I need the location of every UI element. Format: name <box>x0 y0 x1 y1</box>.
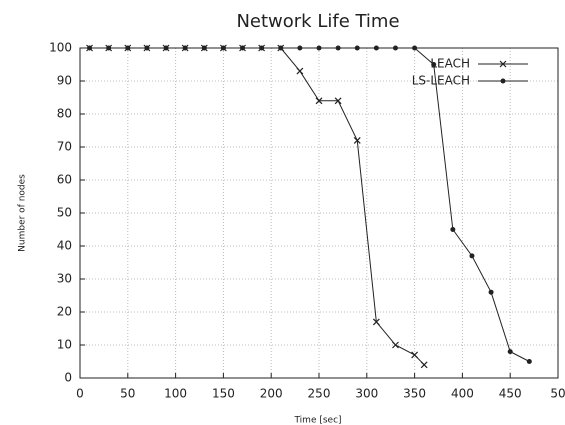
marker <box>240 45 246 51</box>
marker <box>431 62 437 67</box>
marker <box>392 341 399 349</box>
marker <box>392 45 398 51</box>
y-tick-label: 90 <box>57 74 72 88</box>
marker <box>499 60 507 68</box>
x-tick-label: 0 <box>76 387 84 401</box>
y-tick-label: 60 <box>57 173 72 187</box>
marker <box>411 351 419 359</box>
marker <box>334 97 342 105</box>
x-tick-label: 50 <box>120 387 135 401</box>
y-tick-label: 80 <box>57 107 72 121</box>
marker <box>412 45 418 51</box>
y-tick-label: 0 <box>64 371 72 385</box>
marker <box>259 45 265 51</box>
y-tick-label: 100 <box>49 41 72 55</box>
x-tick-label: 200 <box>260 387 283 401</box>
x-tick-label: 50 <box>550 387 565 401</box>
marker <box>420 361 428 369</box>
x-tick-label: 100 <box>164 387 187 401</box>
marker <box>220 45 226 51</box>
marker <box>182 45 188 51</box>
marker <box>125 45 131 51</box>
marker <box>373 45 379 51</box>
marker <box>296 67 304 75</box>
marker <box>500 78 506 84</box>
y-tick-label: 20 <box>57 305 72 319</box>
marker <box>278 45 284 51</box>
marker <box>507 349 513 355</box>
marker <box>297 45 303 51</box>
marker <box>488 289 494 295</box>
x-tick-label: 350 <box>403 387 426 401</box>
y-tick-label: 40 <box>57 239 72 253</box>
marker <box>201 45 207 51</box>
x-tick-label: 150 <box>212 387 235 401</box>
series-line <box>89 47 425 366</box>
chart-title: Network Life Time <box>236 11 399 32</box>
series-line <box>89 47 530 362</box>
marker <box>353 136 361 144</box>
marker <box>106 45 112 51</box>
marker <box>526 359 532 364</box>
x-tick-label: 400 <box>451 387 474 401</box>
marker <box>163 45 169 51</box>
marker <box>315 97 323 105</box>
marker <box>372 318 380 326</box>
marker <box>450 227 456 232</box>
x-axis-label: Time [sec] <box>293 416 341 425</box>
y-tick-label: 70 <box>57 140 72 154</box>
marker <box>316 45 322 51</box>
x-tick-label: 450 <box>499 387 522 401</box>
y-tick-label: 50 <box>57 206 72 220</box>
marker <box>354 45 360 51</box>
marker <box>335 45 341 51</box>
y-tick-label: 10 <box>57 338 72 352</box>
x-tick-label: 300 <box>355 387 378 401</box>
x-tick-label: 250 <box>308 387 331 401</box>
legend-label: LS-LEACH <box>412 74 470 88</box>
marker <box>469 253 475 259</box>
legend-label: LEACH <box>430 57 470 71</box>
y-tick-label: 30 <box>57 272 72 286</box>
marker <box>87 45 93 51</box>
marker <box>144 45 150 51</box>
y-axis-label: Number of nodes <box>18 174 28 252</box>
